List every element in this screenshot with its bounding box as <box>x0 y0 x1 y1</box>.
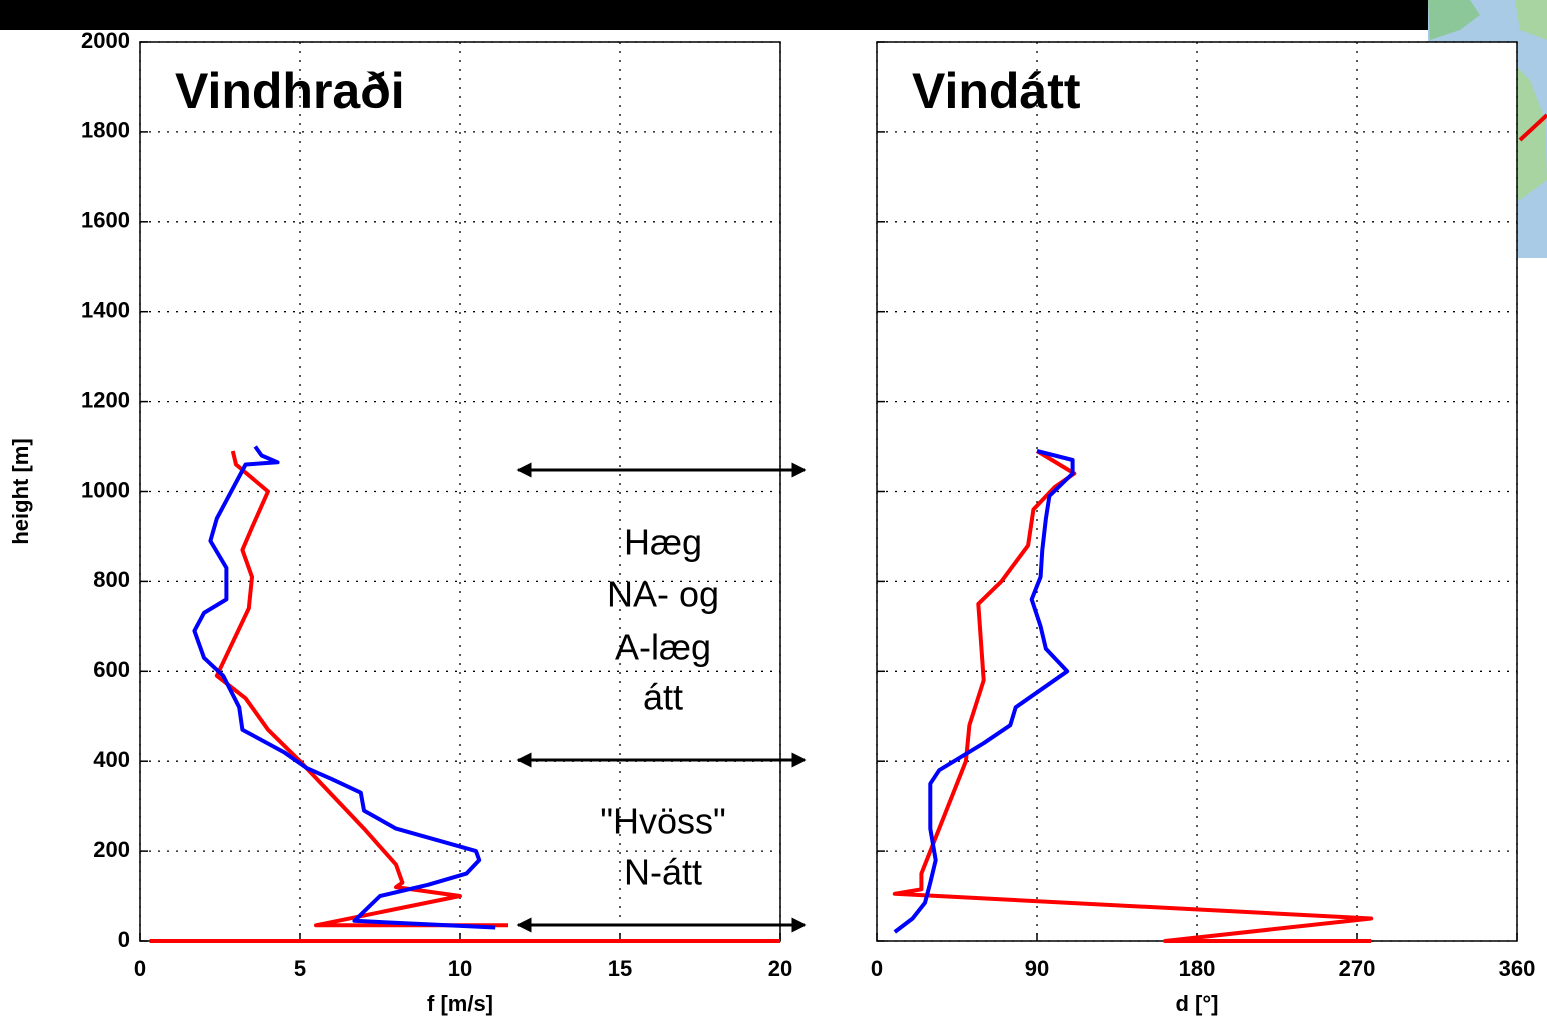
y-axis-label: height [m] <box>8 438 33 544</box>
plot-area <box>877 42 1517 941</box>
x-tick-label: 10 <box>448 956 472 981</box>
annotation: A-læg <box>615 627 711 668</box>
annotation: átt <box>643 677 683 718</box>
plot: 0 200 400 600 800 1000 1200 1400 1600 1800 2000 0 5 1… <box>8 28 792 1016</box>
x-tick-label: 90 <box>1025 956 1049 981</box>
plot: 0 90 180 270 360 Vindátt d [°] <box>871 42 1535 1016</box>
chart: 0200400600800100012001400160018002000051… <box>0 0 1547 1026</box>
x-axis-label: d [°] <box>1175 991 1218 1016</box>
y-tick-label: 1800 <box>81 118 130 143</box>
y-tick-label: 1400 <box>81 298 130 323</box>
annotation: "Hvöss" <box>600 801 726 842</box>
x-tick-label: 0 <box>134 956 146 981</box>
y-tick-label: 200 <box>93 837 130 862</box>
x-tick-label: 360 <box>1499 956 1536 981</box>
y-tick-label: 1200 <box>81 387 130 412</box>
y-tick-label: 400 <box>93 747 130 772</box>
x-tick-label: 20 <box>768 956 792 981</box>
x-tick-label: 270 <box>1339 956 1376 981</box>
y-tick-label: 600 <box>93 657 130 682</box>
y-tick-label: 1000 <box>81 477 130 502</box>
top-border <box>0 0 1547 30</box>
y-tick-label: 2000 <box>81 28 130 53</box>
x-tick-label: 5 <box>294 956 306 981</box>
annotation: N-átt <box>624 852 702 893</box>
y-tick-label: 1600 <box>81 208 130 233</box>
chart-title: Vindátt <box>912 63 1081 119</box>
annotation: NA- og <box>607 574 719 615</box>
annotation: Hæg <box>624 522 702 563</box>
y-tick-label: 0 <box>118 927 130 952</box>
x-axis-label: f [m/s] <box>427 991 493 1016</box>
x-tick-label: 180 <box>1179 956 1216 981</box>
chart-title: Vindhraði <box>175 63 405 119</box>
y-tick-label: 800 <box>93 567 130 592</box>
x-tick-label: 15 <box>608 956 632 981</box>
x-tick-label: 0 <box>871 956 883 981</box>
